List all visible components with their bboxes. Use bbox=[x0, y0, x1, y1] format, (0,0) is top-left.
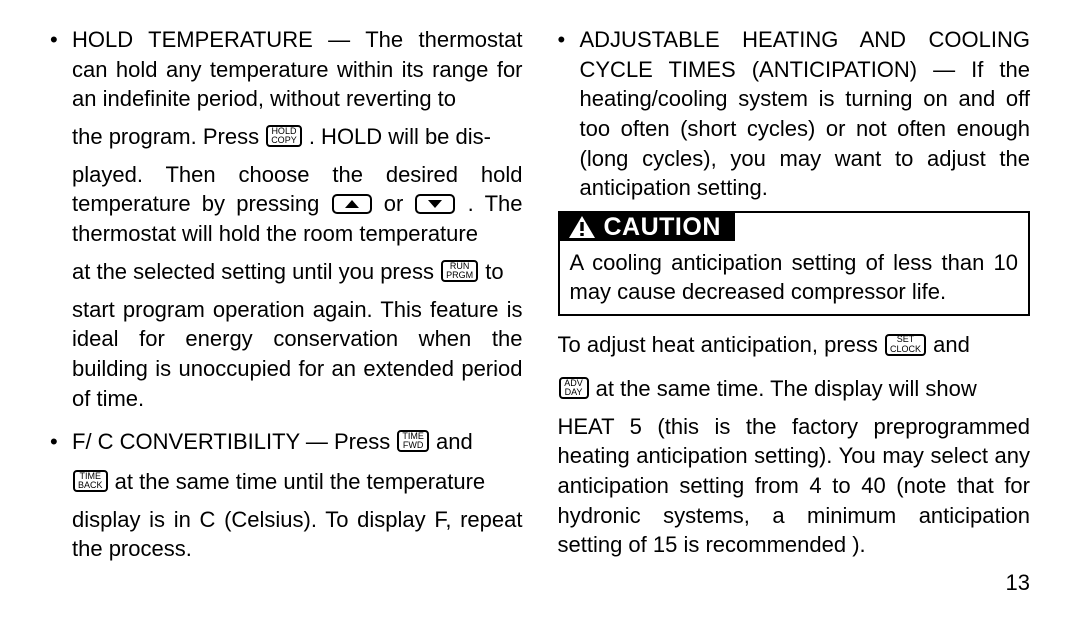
arrow-down-key-icon bbox=[415, 194, 455, 214]
adj-text: ADJUSTABLE HEATING AND COOLING CYCLE TIM… bbox=[580, 27, 1031, 200]
warning-triangle-icon bbox=[568, 215, 596, 239]
heat-para-2: ADV DAY at the same time. The display wi… bbox=[558, 374, 1031, 560]
heat-para-1: To adjust heat anticipation, press SET C… bbox=[558, 330, 1031, 360]
heat-text-1b: and bbox=[933, 332, 970, 357]
hold-text-1: HOLD TEMPERATURE — The thermostat can ho… bbox=[72, 27, 523, 111]
left-column: HOLD TEMPERATURE — The thermostat can ho… bbox=[50, 25, 523, 613]
fc-text-1b: and bbox=[436, 429, 473, 454]
adjustable-content: ADJUSTABLE HEATING AND COOLING CYCLE TIM… bbox=[580, 25, 1031, 203]
adv-day-key-icon: ADV DAY bbox=[559, 377, 589, 399]
fc-text-2a: at the same time until the temperature bbox=[115, 469, 486, 494]
key-line2: FWD bbox=[403, 441, 424, 450]
key-line2: CLOCK bbox=[890, 345, 921, 354]
hold-text-2a: the program. Press bbox=[72, 124, 265, 149]
caution-box: CAUTION A cooling anticipation setting o… bbox=[558, 211, 1031, 316]
hold-text-or: or bbox=[384, 191, 415, 216]
key-line2: DAY bbox=[565, 388, 583, 397]
hold-text-5: start program operation again. This feat… bbox=[72, 297, 523, 411]
caution-body: A cooling anticipation setting of less t… bbox=[560, 241, 1029, 314]
bullet-fc-convertibility: F/ C CONVERTIBILITY — Press TIME FWD and bbox=[50, 427, 523, 457]
right-column: ADJUSTABLE HEATING AND COOLING CYCLE TIM… bbox=[558, 25, 1031, 613]
fc-para-2: TIME BACK at the same time until the tem… bbox=[72, 467, 523, 564]
run-prgm-key-icon: RUN PRGM bbox=[441, 260, 478, 282]
hold-temperature-content: HOLD TEMPERATURE — The thermostat can ho… bbox=[72, 25, 523, 413]
bullet-dot-icon bbox=[558, 25, 580, 203]
bullet-hold-temperature: HOLD TEMPERATURE — The thermostat can ho… bbox=[50, 25, 523, 413]
bullet-adjustable-cycle: ADJUSTABLE HEATING AND COOLING CYCLE TIM… bbox=[558, 25, 1031, 203]
key-line2: PRGM bbox=[446, 271, 473, 280]
hold-text-4a: at the selected setting until you press bbox=[72, 259, 440, 284]
key-line2: COPY bbox=[271, 136, 297, 145]
fc-text-3: display is in C (Celsius). To display F,… bbox=[72, 507, 523, 562]
hold-text-4b: to bbox=[485, 259, 503, 284]
page: HOLD TEMPERATURE — The thermostat can ho… bbox=[0, 0, 1080, 623]
key-line2: BACK bbox=[78, 481, 103, 490]
hold-text-2b: . HOLD will be dis- bbox=[309, 124, 491, 149]
time-fwd-key-icon: TIME FWD bbox=[397, 430, 429, 452]
arrow-up-key-icon bbox=[332, 194, 372, 214]
hold-copy-key-icon: HOLD COPY bbox=[266, 125, 302, 147]
time-back-key-icon: TIME BACK bbox=[73, 470, 108, 492]
set-clock-key-icon: SET CLOCK bbox=[885, 334, 926, 356]
heat-text-3: HEAT 5 (this is the factory preprogramme… bbox=[558, 414, 1031, 558]
bullet-dot-icon bbox=[50, 25, 72, 413]
fc-content: F/ C CONVERTIBILITY — Press TIME FWD and bbox=[72, 427, 523, 457]
bullet-dot-icon bbox=[50, 427, 72, 457]
heat-text-1a: To adjust heat anticipation, press bbox=[558, 332, 885, 357]
fc-text-1a: F/ C CONVERTIBILITY — Press bbox=[72, 429, 396, 454]
heat-text-2a: at the same time. The display will show bbox=[596, 376, 977, 401]
page-number: 13 bbox=[558, 568, 1031, 598]
caution-header: CAUTION bbox=[560, 213, 735, 241]
